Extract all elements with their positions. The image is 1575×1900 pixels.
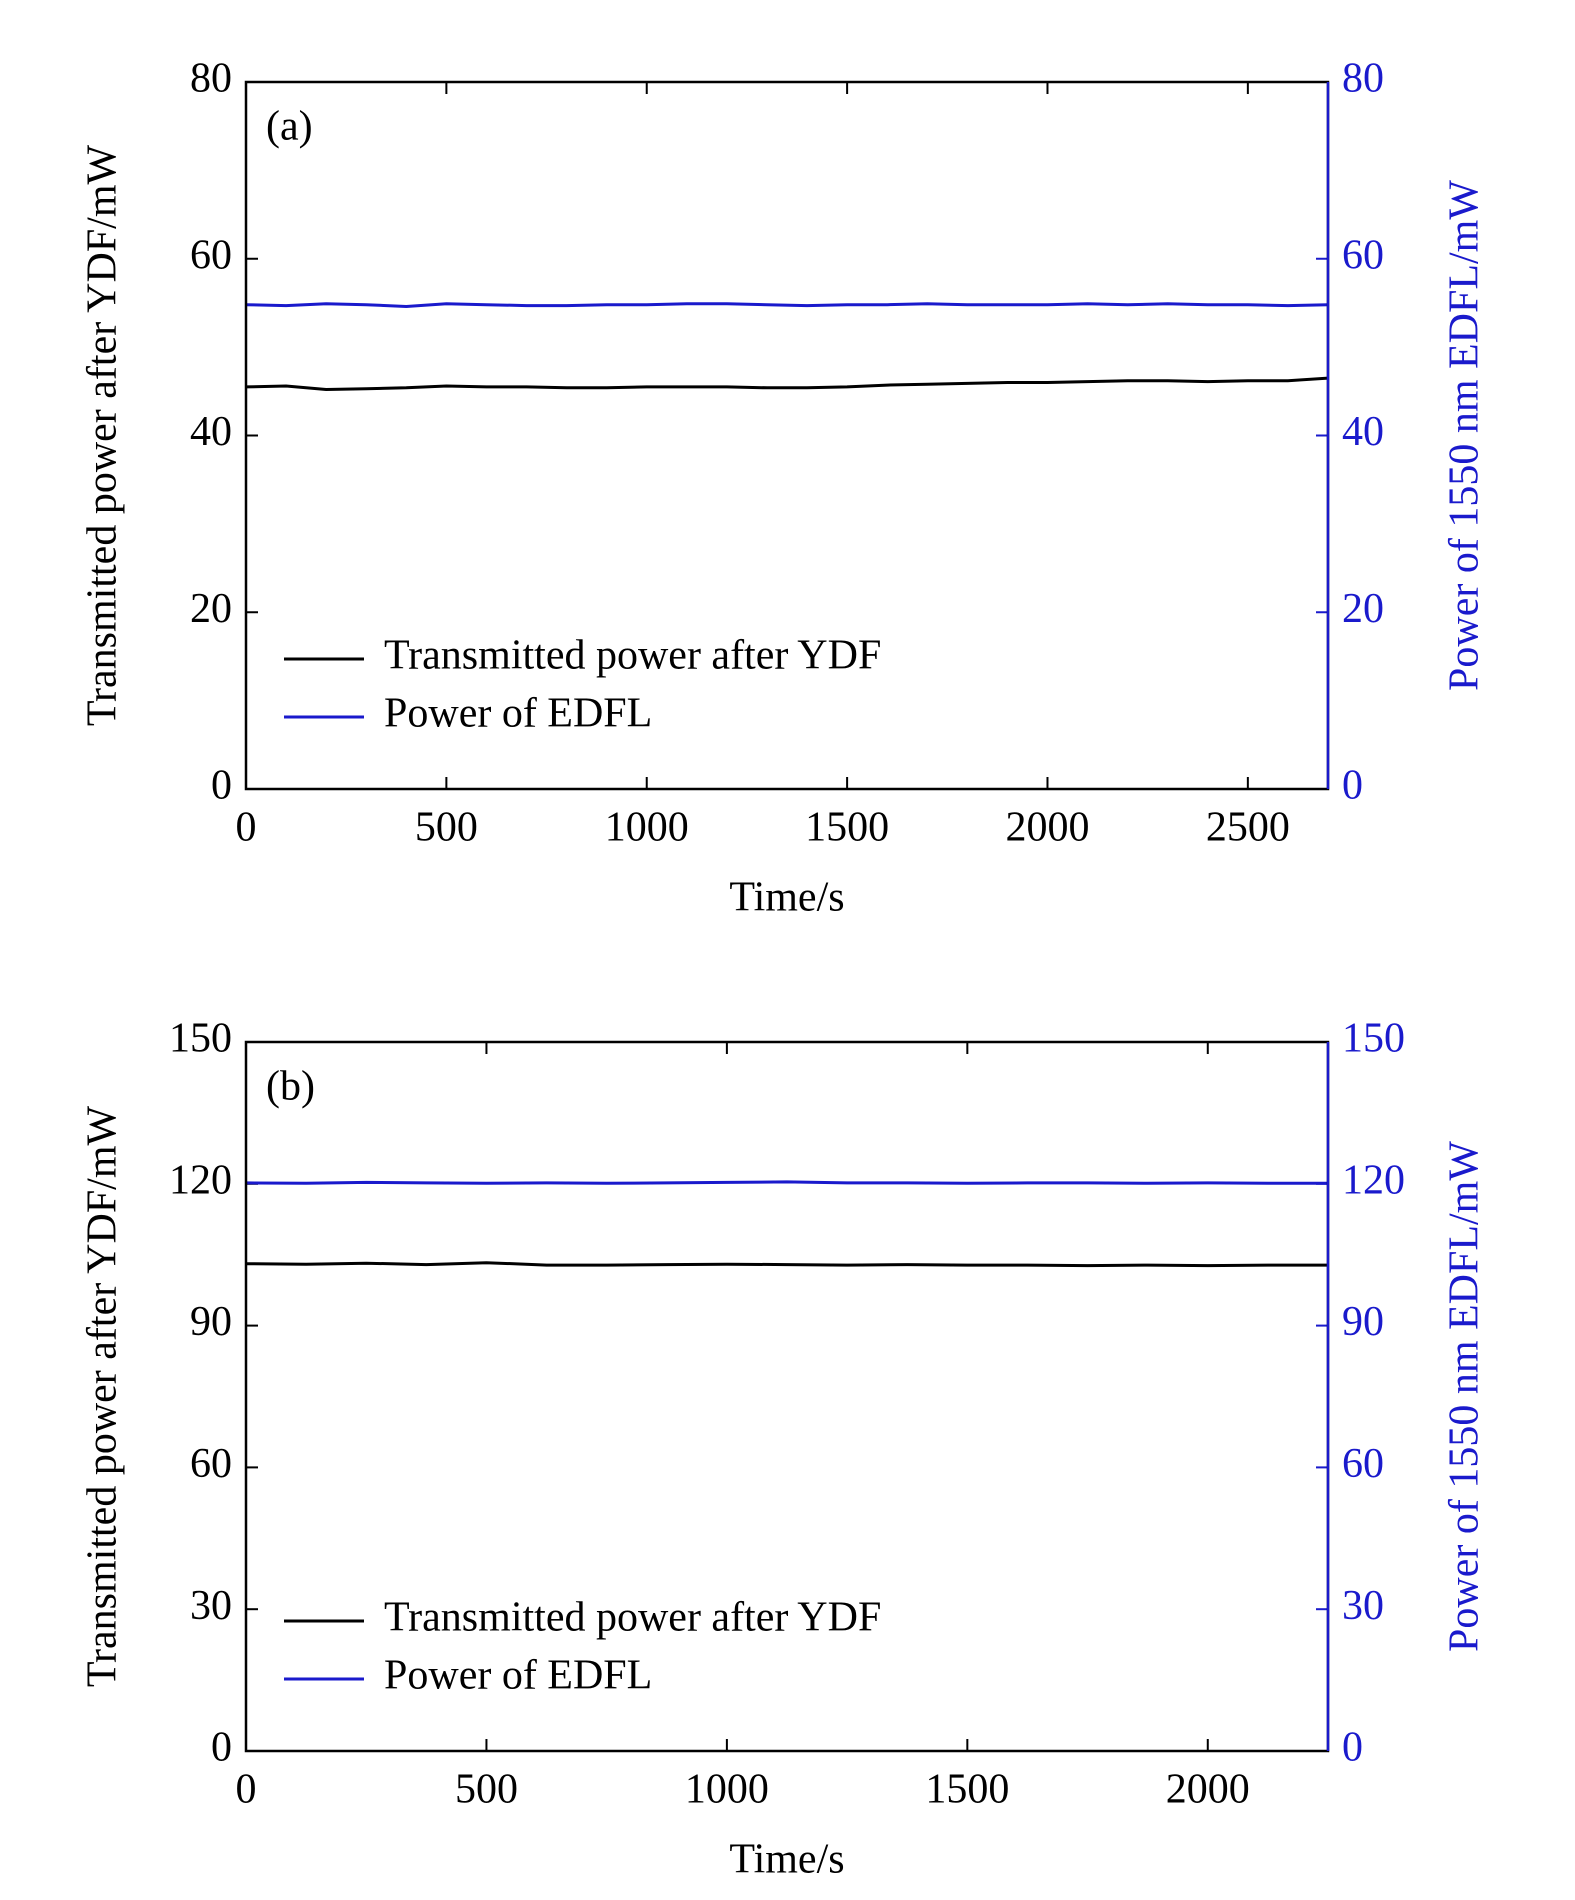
y-tick-label: 0 — [211, 1725, 232, 1771]
series-line — [245, 1261, 1328, 1268]
y2-tick-label: 90 — [1342, 1299, 1384, 1345]
y-tick-label: 90 — [190, 1299, 232, 1345]
y-tick-label: 40 — [190, 409, 232, 455]
legend-label: Transmitted power after YDF — [384, 1595, 881, 1641]
x-tick-label: 1000 — [605, 805, 689, 851]
legend-label: Transmitted power after YDF — [384, 633, 881, 679]
y-axis-label: Transmitted power after YDF/mW — [80, 1105, 126, 1687]
x-tick-label: 0 — [236, 805, 257, 851]
y2-axis-label: Power of 1550 nm EDFL/mW — [1442, 180, 1488, 691]
y2-tick-label: 120 — [1342, 1157, 1405, 1203]
panel-label: (a) — [266, 104, 313, 150]
series-line — [245, 302, 1329, 309]
y2-tick-label: 80 — [1342, 56, 1384, 102]
x-tick-label: 1000 — [685, 1767, 769, 1813]
legend-label: Power of EDFL — [384, 691, 652, 737]
x-tick-label: 0 — [236, 1767, 257, 1813]
y2-tick-label: 60 — [1342, 232, 1384, 278]
x-tick-label: 500 — [455, 1767, 518, 1813]
y-tick-label: 60 — [190, 232, 232, 278]
y-axis-label: Transmitted power after YDF/mW — [80, 144, 126, 726]
panel-label: (b) — [266, 1064, 315, 1110]
y2-tick-label: 20 — [1342, 586, 1384, 632]
y2-tick-label: 0 — [1342, 763, 1363, 809]
series-line — [245, 376, 1329, 392]
y-tick-label: 20 — [190, 586, 232, 632]
x-tick-label: 2000 — [1005, 805, 1089, 851]
y-tick-label: 150 — [169, 1016, 232, 1062]
x-tick-label: 2000 — [1166, 1767, 1250, 1813]
y2-tick-label: 60 — [1342, 1441, 1384, 1487]
y2-axis-label: Power of 1550 nm EDFL/mW — [1442, 1141, 1488, 1652]
x-tick-label: 500 — [415, 805, 478, 851]
y-tick-label: 80 — [190, 56, 232, 102]
x-tick-label: 1500 — [925, 1767, 1009, 1813]
series-line — [245, 1180, 1328, 1185]
x-axis-label: Time/s — [729, 1837, 844, 1883]
x-tick-label: 1500 — [805, 805, 889, 851]
x-tick-label: 2500 — [1206, 805, 1290, 851]
y-tick-label: 0 — [211, 763, 232, 809]
y-tick-label: 120 — [169, 1157, 232, 1203]
plot-frame — [244, 80, 1330, 791]
y2-tick-label: 150 — [1342, 1016, 1405, 1062]
legend-label: Power of EDFL — [384, 1653, 652, 1699]
x-axis-label: Time/s — [729, 875, 844, 921]
plot-frame — [244, 1040, 1330, 1753]
y2-tick-label: 40 — [1342, 409, 1384, 455]
y-tick-label: 30 — [190, 1583, 232, 1629]
y-tick-label: 60 — [190, 1441, 232, 1487]
y2-tick-label: 30 — [1342, 1583, 1384, 1629]
y2-tick-label: 0 — [1342, 1725, 1363, 1771]
